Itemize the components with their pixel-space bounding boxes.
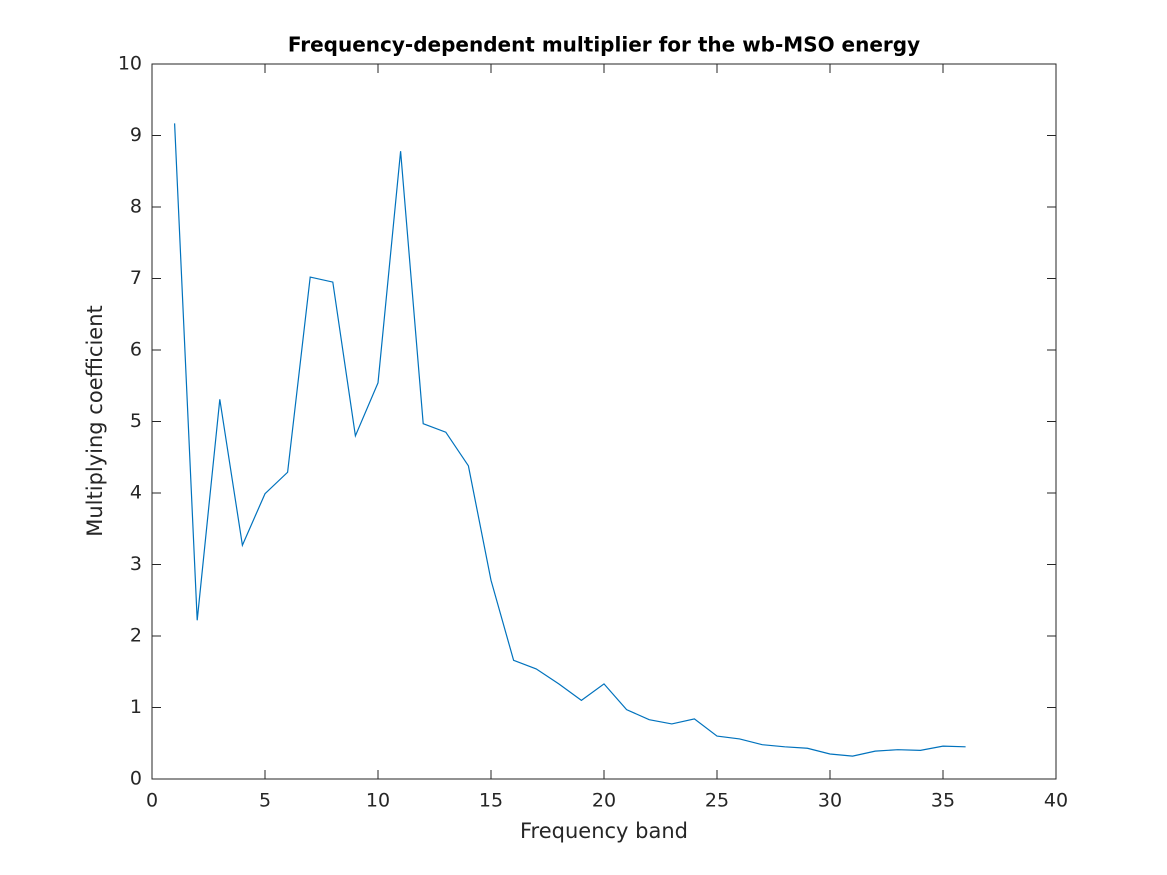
y-tick-label: 10 — [118, 53, 142, 75]
y-tick-label: 3 — [130, 553, 142, 575]
y-tick-label: 6 — [130, 339, 142, 361]
y-tick-label: 2 — [130, 625, 142, 647]
y-tick-label: 0 — [130, 768, 142, 790]
x-tick-label: 35 — [931, 790, 955, 812]
x-tick-label: 0 — [146, 790, 158, 812]
y-tick-label: 4 — [130, 482, 142, 504]
x-tick-label: 15 — [479, 790, 503, 812]
x-tick-label: 20 — [592, 790, 616, 812]
y-tick-label: 5 — [130, 410, 142, 432]
y-tick-label: 7 — [130, 267, 142, 289]
chart-title: Frequency-dependent multiplier for the w… — [288, 33, 920, 57]
x-tick-label: 40 — [1044, 790, 1068, 812]
x-tick-label: 25 — [705, 790, 729, 812]
x-axis-label: Frequency band — [520, 819, 688, 843]
x-tick-label: 5 — [259, 790, 271, 812]
x-tick-label: 10 — [366, 790, 390, 812]
y-tick-label: 9 — [130, 124, 142, 146]
y-tick-label: 1 — [130, 696, 142, 718]
y-tick-label: 8 — [130, 196, 142, 218]
data-line — [174, 123, 966, 757]
x-tick-label: 30 — [818, 790, 842, 812]
plot-frame — [151, 63, 1057, 780]
y-axis-label: Multiplying coefficient — [83, 305, 107, 537]
